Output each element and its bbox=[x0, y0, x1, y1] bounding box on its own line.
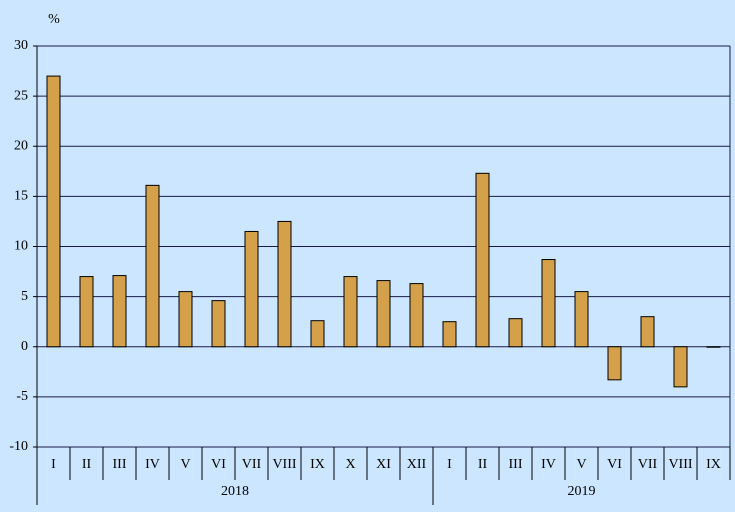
x-tick-label: VII bbox=[638, 457, 658, 472]
bar bbox=[46, 75, 61, 348]
x-tick-label: VIII bbox=[668, 457, 692, 472]
x-tick-label: VI bbox=[211, 457, 226, 472]
bar bbox=[376, 280, 391, 348]
x-tick-label: XII bbox=[407, 457, 427, 472]
x-tick-label: III bbox=[113, 457, 127, 472]
bar bbox=[409, 283, 424, 348]
bar bbox=[442, 321, 457, 348]
y-tick-label: 20 bbox=[14, 138, 28, 153]
y-tick-label: 0 bbox=[21, 339, 28, 354]
bar bbox=[508, 318, 523, 348]
x-tick-label: IX bbox=[310, 457, 325, 472]
bar bbox=[574, 291, 589, 348]
bar bbox=[178, 291, 193, 348]
x-tick-label: III bbox=[509, 457, 523, 472]
bar bbox=[79, 276, 94, 348]
bar bbox=[706, 346, 721, 348]
x-tick-label: X bbox=[345, 457, 355, 472]
y-tick-label: 30 bbox=[14, 38, 28, 53]
group-label: 2019 bbox=[568, 484, 596, 499]
y-tick-label: -5 bbox=[16, 389, 28, 404]
bar bbox=[475, 172, 490, 348]
y-tick-label: 15 bbox=[14, 189, 28, 204]
x-tick-label: V bbox=[180, 457, 190, 472]
x-tick-label: I bbox=[447, 457, 452, 472]
bar bbox=[145, 184, 160, 348]
x-tick-label: VI bbox=[607, 457, 622, 472]
x-tick-label: IV bbox=[145, 457, 160, 472]
bar bbox=[541, 259, 556, 348]
bar bbox=[607, 346, 622, 381]
bar bbox=[112, 275, 127, 348]
x-tick-label: V bbox=[576, 457, 586, 472]
x-tick-label: VIII bbox=[272, 457, 296, 472]
bar bbox=[343, 276, 358, 348]
x-tick-label: IV bbox=[541, 457, 556, 472]
bar bbox=[310, 320, 325, 348]
x-tick-label: IX bbox=[706, 457, 721, 472]
bar bbox=[244, 230, 259, 348]
group-label: 2018 bbox=[221, 484, 249, 499]
y-tick-label: 5 bbox=[21, 289, 28, 304]
x-tick-label: II bbox=[478, 457, 488, 472]
x-tick-label: VII bbox=[242, 457, 262, 472]
y-tick-label: -10 bbox=[9, 439, 28, 454]
x-tick-label: II bbox=[82, 457, 92, 472]
y-axis-label: % bbox=[48, 12, 60, 27]
y-tick-label: 25 bbox=[14, 88, 28, 103]
x-tick-label: XI bbox=[376, 457, 391, 472]
bar bbox=[211, 300, 226, 348]
bar bbox=[640, 316, 655, 348]
bar bbox=[673, 346, 688, 388]
x-tick-label: I bbox=[51, 457, 56, 472]
y-tick-label: 10 bbox=[14, 239, 28, 254]
bar bbox=[277, 220, 292, 348]
